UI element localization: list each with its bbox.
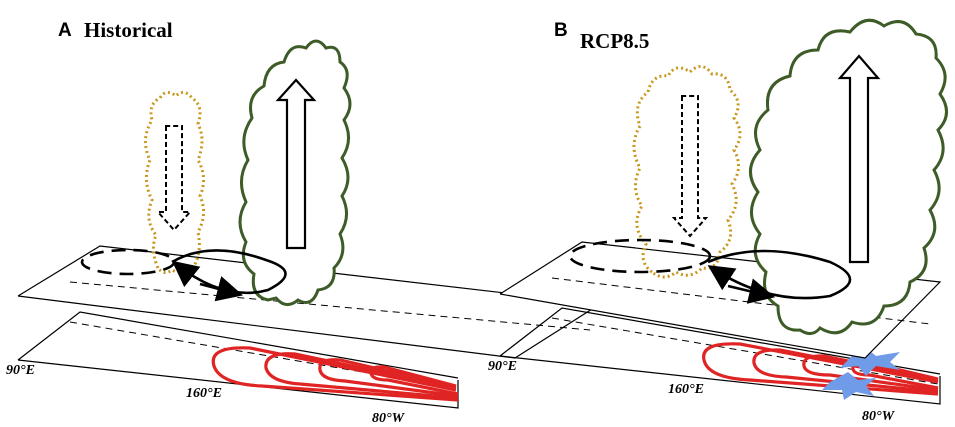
panel-b-descending-arrow <box>671 95 709 238</box>
circulation-arrow <box>727 278 776 304</box>
panel-a-descending-cloud <box>144 91 205 275</box>
panel-a-letter: A <box>58 20 72 41</box>
panel-a-descending-arrow <box>155 125 193 232</box>
panel-b-label-80w: 80°W <box>862 409 896 424</box>
sst-contour <box>752 348 939 394</box>
panel-b-walker-circulation <box>568 238 852 304</box>
panel-b-title: RCP8.5 <box>580 29 649 53</box>
sst-contour <box>211 346 459 402</box>
highlight-cross <box>822 372 876 400</box>
panel-b-ascending-arrow <box>837 54 881 264</box>
panel-b-sst-contours <box>702 342 939 396</box>
panel-a: A Historical <box>6 18 602 426</box>
panel-b-surface-plane <box>499 307 941 405</box>
sst-contour <box>264 352 459 400</box>
panel-a-label-80w: 80°W <box>372 411 406 426</box>
panel-b-label-90e: 90°E <box>488 359 517 374</box>
circulation-arrow <box>199 276 244 302</box>
panel-a-sst-contours <box>211 346 459 402</box>
panel-a-walker-circulation <box>80 248 287 302</box>
panel-b: B RCP8.5 <box>488 18 948 424</box>
circulation-loop-west <box>568 238 712 274</box>
panel-b-letter: B <box>554 20 568 41</box>
panel-a-label-160e: 160°E <box>186 386 222 401</box>
sst-contour <box>318 358 459 398</box>
panel-a-title: Historical <box>84 18 173 42</box>
panel-a-label-90e: 90°E <box>6 363 35 378</box>
sst-contour <box>802 354 939 392</box>
panel-a-ascending-arrow <box>275 78 317 250</box>
panel-b-label-160e: 160°E <box>668 382 704 397</box>
sst-contour <box>702 342 939 396</box>
sst-contour <box>369 365 459 396</box>
